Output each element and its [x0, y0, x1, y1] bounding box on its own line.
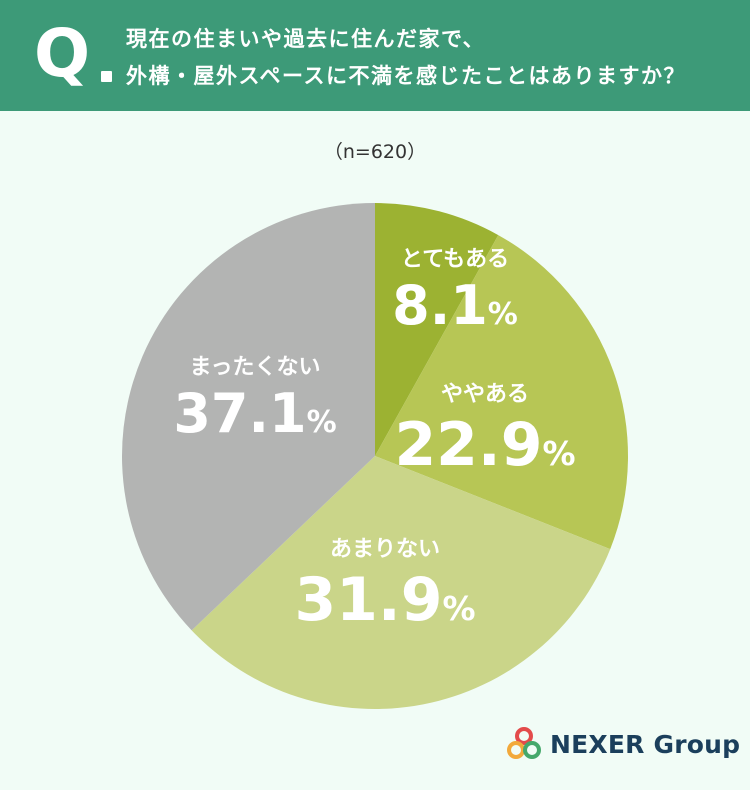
slice-value-label: 8.1%	[392, 274, 518, 337]
q-dot	[101, 71, 112, 82]
question-line-1: 現在の住まいや過去に住んだ家で、	[126, 27, 486, 51]
q-letter: Q	[34, 15, 91, 92]
logo-text: NEXER Group	[550, 729, 741, 759]
slice-category-label: とてもある	[401, 247, 509, 272]
pie-slice-3	[191, 456, 611, 709]
slice-category-label: まったくない	[189, 355, 320, 380]
sample-size: （n=620）	[323, 141, 427, 163]
slice-value-label: 22.9%	[394, 410, 575, 480]
slice-category-label: あまりない	[330, 537, 440, 562]
slice-value-label: 31.9%	[294, 565, 475, 635]
logo-rings-icon	[507, 727, 541, 759]
pie-slice-4	[122, 203, 375, 631]
pie-slice-2	[375, 235, 629, 550]
question-header: Q 現在の住まいや過去に住んだ家で、 外構・屋外スペースに不満を感じたことはあり…	[0, 0, 750, 111]
nexer-logo: NEXER Group	[504, 724, 740, 764]
pie-slice-1	[375, 203, 499, 456]
question-line-2: 外構・屋外スペースに不満を感じたことはありますか？	[126, 64, 686, 88]
slice-category-label: ややある	[441, 382, 529, 407]
slice-value-label: 37.1%	[173, 382, 336, 445]
